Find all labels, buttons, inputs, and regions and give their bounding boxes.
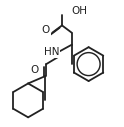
Text: HN: HN [44, 47, 60, 57]
Text: O: O [42, 25, 50, 35]
Text: O: O [31, 65, 39, 75]
Text: OH: OH [71, 6, 87, 16]
